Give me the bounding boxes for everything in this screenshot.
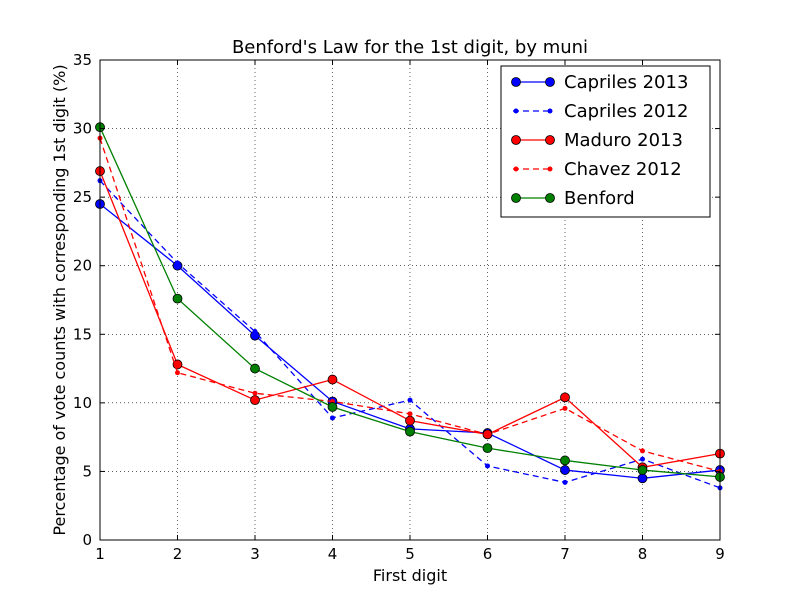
data-point-chavez-2012 (640, 448, 645, 454)
x-tick-label: 8 (638, 545, 648, 563)
series-benford (95, 122, 725, 482)
legend-label-benford: Benford (564, 188, 635, 209)
x-tick-label: 3 (250, 545, 260, 563)
data-point-chavez-2012 (252, 390, 258, 396)
x-tick-label: 5 (405, 545, 415, 563)
data-point-capriles-2012 (562, 479, 568, 485)
y-tick-label: 15 (73, 325, 92, 343)
legend-marker-chavez-2012 (513, 166, 519, 172)
series-capriles-2012 (97, 178, 723, 491)
x-tick-label: 7 (560, 545, 570, 563)
legend-marker-capriles-2013 (511, 77, 521, 87)
legend-label-maduro-2013: Maduro 2013 (564, 130, 683, 151)
y-tick-label: 20 (73, 257, 92, 275)
series-layer (95, 122, 725, 491)
legend-marker-benford (511, 193, 521, 203)
legend-label-capriles-2013: Capriles 2013 (564, 72, 688, 93)
series-line-capriles-2013 (99, 203, 721, 479)
data-point-capriles-2012 (330, 415, 335, 421)
data-point-capriles-2013 (637, 473, 648, 484)
x-tick-label: 9 (715, 545, 725, 563)
data-point-benford (250, 363, 260, 374)
x-axis-label: First digit (373, 566, 447, 585)
chart-title: Benford's Law for the 1st digit, by muni (232, 37, 588, 58)
y-tick-label: 5 (82, 462, 92, 480)
data-point-capriles-2012 (640, 456, 645, 462)
data-point-chavez-2012 (175, 370, 180, 376)
data-point-capriles-2012 (485, 463, 490, 469)
legend-label-chavez-2012: Chavez 2012 (564, 159, 682, 180)
data-point-maduro-2013 (327, 374, 338, 385)
legend-marker-chavez-2012 (547, 166, 553, 172)
y-axis-label: Percentage of vote counts with correspon… (50, 64, 69, 535)
data-point-maduro-2013 (560, 392, 570, 403)
data-point-benford (405, 426, 415, 437)
data-point-maduro-2013 (405, 415, 415, 426)
data-point-benford (482, 443, 493, 454)
data-point-chavez-2012 (407, 411, 413, 417)
data-point-benford (637, 465, 648, 475)
x-tick-label: 4 (328, 545, 338, 563)
legend-marker-capriles-2013 (545, 77, 555, 87)
data-point-benford (327, 402, 338, 412)
y-tick-label: 10 (73, 394, 92, 412)
legend-marker-capriles-2012 (547, 108, 553, 114)
x-tick-label: 2 (173, 545, 183, 563)
x-tick-label: 1 (95, 545, 105, 563)
data-point-capriles-2013 (560, 465, 570, 475)
legend-marker-capriles-2012 (513, 108, 519, 114)
data-point-chavez-2012 (562, 405, 568, 411)
y-tick-label: 30 (73, 120, 92, 138)
axis-ticks: 1 2 3 4 5 6 7 8 9 0 5 10 15 20 25 30 35 (73, 51, 725, 563)
data-point-benford (560, 455, 570, 466)
legend-marker-benford (545, 193, 555, 203)
y-tick-label: 0 (82, 531, 92, 549)
data-point-capriles-2012 (407, 397, 413, 403)
legend-box (500, 65, 711, 218)
data-point-benford (172, 293, 183, 304)
data-point-capriles-2012 (175, 260, 180, 266)
legend-marker-maduro-2013 (545, 135, 555, 145)
legend-marker-maduro-2013 (511, 135, 521, 145)
legend: Capriles 2013 Capriles 2012 Maduro 2013 Cha… (500, 65, 711, 218)
data-point-capriles-2012 (252, 329, 258, 335)
data-point-maduro-2013 (250, 395, 260, 406)
y-tick-label: 25 (73, 188, 92, 206)
y-tick-label: 35 (73, 51, 92, 69)
data-point-chavez-2012 (485, 431, 490, 437)
x-tick-label: 6 (483, 545, 493, 563)
legend-label-capriles-2012: Capriles 2012 (564, 101, 688, 122)
